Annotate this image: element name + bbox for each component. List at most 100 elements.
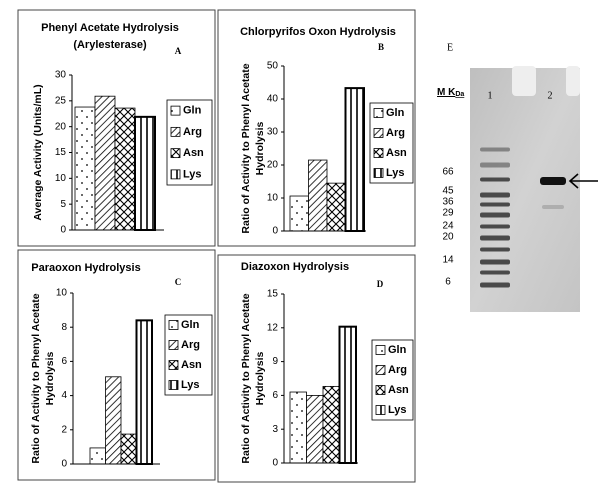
legend-swatch bbox=[373, 128, 384, 138]
y-tick-label: 10 bbox=[56, 288, 68, 299]
ladder-band bbox=[480, 192, 510, 198]
lane-label: 1 bbox=[488, 90, 493, 101]
panel-label: D bbox=[377, 279, 384, 289]
y-tick-label: 6 bbox=[61, 356, 67, 367]
chart-title: Diazoxon Hydrolysis bbox=[241, 261, 349, 273]
legend-label: Arg bbox=[181, 339, 200, 351]
y-tick-label: 8 bbox=[61, 322, 67, 333]
gel-image bbox=[470, 68, 580, 312]
y-axis-label: Ratio of Activity to Phenyl Acetate bbox=[240, 63, 252, 233]
y-axis-label: Hydrolysis bbox=[44, 352, 56, 406]
legend-label: Arg bbox=[183, 126, 202, 138]
bar bbox=[89, 447, 106, 465]
marker-label: 45 bbox=[442, 186, 454, 197]
legend-label: Asn bbox=[388, 384, 409, 396]
bar bbox=[74, 106, 96, 231]
legend-label: Gln bbox=[183, 105, 202, 117]
legend-swatch bbox=[168, 380, 179, 390]
panel-frame bbox=[17, 9, 216, 247]
y-tick-label: 15 bbox=[267, 289, 279, 300]
ladder-band bbox=[480, 247, 510, 252]
marker-unit: Da bbox=[455, 91, 464, 98]
chart-title: Paraoxon Hydrolysis bbox=[31, 262, 140, 274]
y-tick-label: 6 bbox=[272, 390, 278, 401]
bar bbox=[135, 319, 153, 465]
marker-label: 66 bbox=[442, 167, 454, 178]
y-tick-label: 20 bbox=[55, 121, 67, 132]
gel-well bbox=[566, 66, 580, 96]
legend-swatch bbox=[375, 405, 386, 415]
legend-label: Gln bbox=[388, 344, 407, 356]
marker-label: 20 bbox=[442, 232, 454, 243]
chart-title: Phenyl Acetate Hydrolysis bbox=[41, 22, 179, 34]
bar bbox=[105, 376, 122, 465]
bar bbox=[306, 394, 324, 464]
faint-band bbox=[542, 205, 564, 209]
legend-label: Lys bbox=[183, 168, 202, 180]
legend-swatch bbox=[168, 360, 179, 370]
lane-label: 2 bbox=[548, 90, 553, 101]
y-tick-label: 5 bbox=[60, 199, 66, 210]
ladder-band bbox=[480, 212, 510, 218]
legend-swatch bbox=[373, 108, 384, 118]
y-tick-label: 50 bbox=[267, 61, 279, 72]
bar bbox=[338, 325, 357, 464]
legend-swatch bbox=[375, 345, 386, 355]
bar bbox=[289, 391, 307, 464]
legend-swatch bbox=[170, 169, 181, 180]
y-tick-label: 30 bbox=[267, 127, 279, 138]
y-tick-label: 12 bbox=[267, 322, 279, 333]
ladder-band bbox=[480, 270, 510, 275]
bar bbox=[134, 115, 156, 231]
ladder-band bbox=[480, 162, 510, 168]
gel-well bbox=[512, 66, 536, 96]
panel-frame bbox=[217, 254, 416, 483]
legend-swatch bbox=[375, 365, 386, 375]
marker-label: 6 bbox=[445, 277, 451, 288]
panel-label: B bbox=[378, 42, 384, 52]
panel-label: A bbox=[175, 46, 182, 56]
y-axis-label: Ratio of Activity to Phenyl Acetate bbox=[240, 293, 252, 463]
bar bbox=[114, 107, 136, 231]
y-tick-label: 2 bbox=[61, 424, 67, 435]
bar bbox=[94, 95, 116, 231]
panel-label: C bbox=[175, 277, 182, 287]
y-tick-label: 10 bbox=[55, 173, 67, 184]
legend-swatch bbox=[170, 148, 181, 159]
legend-label: Gln bbox=[386, 107, 405, 119]
panel-label: E bbox=[447, 42, 453, 53]
y-tick-label: 0 bbox=[60, 225, 66, 236]
ladder-band bbox=[480, 282, 510, 288]
bar bbox=[344, 87, 365, 232]
y-tick-label: 0 bbox=[272, 226, 278, 237]
arrow bbox=[568, 173, 598, 189]
legend-label: Asn bbox=[181, 359, 202, 371]
bar bbox=[120, 433, 137, 465]
y-tick-label: 10 bbox=[267, 193, 279, 204]
legend-swatch bbox=[375, 385, 386, 395]
legend-label: Lys bbox=[181, 379, 200, 391]
y-tick-label: 20 bbox=[267, 160, 279, 171]
legend-swatch bbox=[373, 148, 384, 158]
bar bbox=[326, 182, 346, 232]
legend-label: Asn bbox=[183, 147, 204, 159]
marker-header-text: M K bbox=[437, 87, 456, 98]
chart-subtitle: (Arylesterase) bbox=[73, 39, 147, 51]
marker-label: 14 bbox=[442, 255, 454, 266]
bar bbox=[322, 385, 340, 464]
y-tick-label: 15 bbox=[55, 147, 67, 158]
y-tick-label: 30 bbox=[55, 70, 67, 81]
legend-label: Lys bbox=[388, 404, 407, 416]
y-axis-label: Hydrolysis bbox=[254, 122, 266, 176]
bar bbox=[308, 159, 328, 232]
ladder-band bbox=[480, 259, 510, 265]
protein-band bbox=[540, 177, 566, 185]
y-axis-label: Average Activity (Units/mL) bbox=[32, 84, 44, 220]
marker-header: M KDa bbox=[437, 87, 464, 98]
legend-label: Gln bbox=[181, 319, 200, 331]
legend-label: Asn bbox=[386, 147, 407, 159]
y-tick-label: 9 bbox=[272, 356, 278, 367]
marker-label: 24 bbox=[442, 221, 454, 232]
